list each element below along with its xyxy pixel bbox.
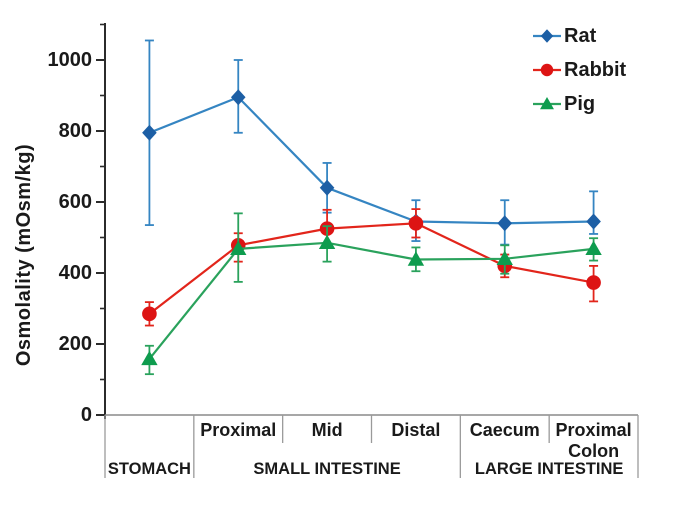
rabbit-line	[148, 222, 594, 315]
legend-item-rat: Rat	[533, 25, 597, 47]
series-rabbit	[142, 208, 601, 327]
rat-series-point	[230, 89, 246, 106]
y-tick-label: 0	[81, 404, 92, 426]
segment-label: Caecum	[470, 420, 540, 440]
segment-label: Proximal Colon	[556, 420, 632, 461]
segment-group-label: SMALL INTESTINE	[253, 460, 400, 478]
legend: Rat Rabbit Pig	[533, 25, 627, 115]
y-tick-label: 1000	[48, 49, 93, 71]
series-pig	[141, 212, 602, 376]
legend-triangle-icon	[540, 97, 554, 110]
segment-label: Proximal	[200, 420, 276, 440]
legend-label: Rat	[564, 25, 597, 47]
legend-diamond-icon	[540, 29, 554, 43]
series-rat	[142, 39, 601, 246]
pig-line	[148, 241, 594, 360]
pig-series-point	[496, 250, 513, 265]
rabbit-series-point	[142, 306, 157, 322]
legend-item-pig: Pig	[533, 93, 595, 115]
rabbit-series-point	[586, 275, 601, 290]
y-tick-label: 600	[59, 191, 92, 213]
y-tick-label: 200	[59, 333, 92, 355]
legend-circle-icon	[540, 63, 554, 77]
y-tick-label: 800	[59, 120, 92, 142]
legend-label: Pig	[564, 93, 595, 115]
segment-label: Distal	[391, 420, 440, 440]
segment-group-label: STOMACH	[108, 460, 191, 478]
rat-line	[149, 96, 594, 225]
rat-series-point	[497, 215, 513, 232]
rat-series-point	[142, 124, 157, 141]
legend-item-rabbit: Rabbit	[533, 59, 627, 81]
pig-series-point	[585, 240, 602, 256]
rat-series-point	[319, 179, 335, 196]
pig-series-point	[318, 234, 336, 250]
pig-series-point	[407, 251, 425, 266]
pig-series-point	[230, 240, 247, 256]
y-tick-label: 400	[59, 262, 92, 284]
rabbit-series-point	[408, 216, 424, 231]
segment-group-label: LARGE INTESTINE	[475, 460, 624, 478]
pig-series-point	[141, 350, 158, 366]
y-axis-title: Osmolality (mOsm/kg)	[13, 144, 35, 366]
legend-label: Rabbit	[564, 59, 627, 81]
rat-series-point	[586, 213, 601, 230]
segment-label: Mid	[312, 420, 343, 440]
